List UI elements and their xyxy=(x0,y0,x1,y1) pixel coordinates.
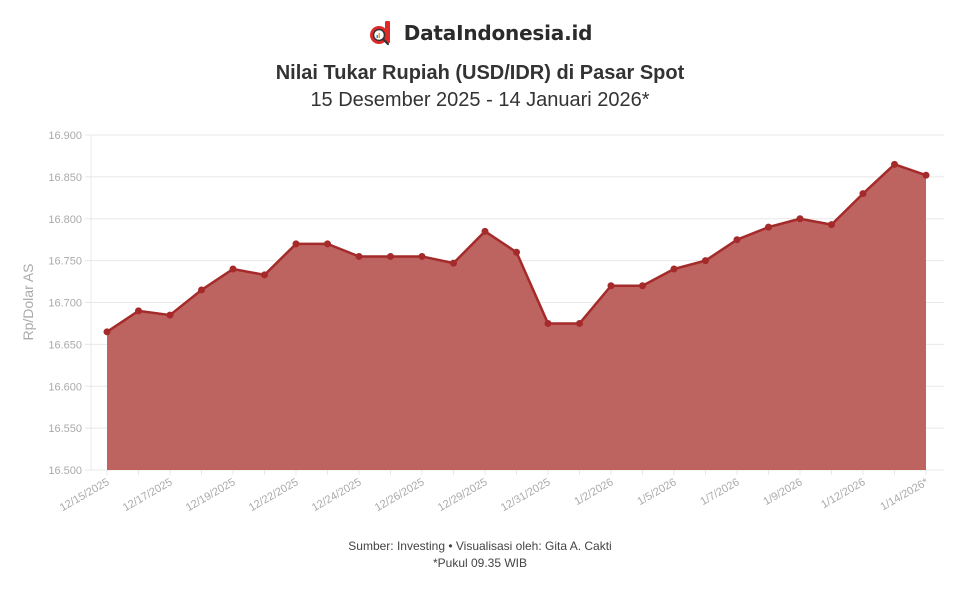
y-tick-label: 16.750 xyxy=(48,256,82,268)
brand-header: DataIndonesia.id xyxy=(0,20,960,46)
x-tick-label: 12/15/2025 xyxy=(58,476,112,514)
chart-title: Nilai Tukar Rupiah (USD/IDR) di Pasar Sp… xyxy=(275,62,685,84)
y-tick-label: 16.500 xyxy=(48,465,82,477)
data-point[interactable] xyxy=(103,328,111,336)
x-axis-ticks: 12/15/2025 12/17/2025 12/19/2025 12/22/2025… xyxy=(58,470,931,514)
y-tick-label: 16.650 xyxy=(48,339,82,351)
time-note: *Pukul 09.35 WIB xyxy=(432,556,528,570)
data-point[interactable] xyxy=(324,240,331,248)
x-tick-label: 12/29/2025 xyxy=(436,476,490,514)
x-tick-label: 12/22/2025 xyxy=(247,476,301,514)
data-point[interactable] xyxy=(702,257,709,265)
data-point[interactable] xyxy=(891,160,898,168)
data-point[interactable] xyxy=(481,227,489,235)
data-point[interactable] xyxy=(229,265,237,273)
y-tick-label: 16.850 xyxy=(48,172,82,184)
area-fill xyxy=(107,164,926,470)
data-point[interactable] xyxy=(166,311,174,319)
data-point[interactable] xyxy=(292,240,300,248)
y-axis-ticks: 16.500 16.550 16.600 16.650 16.700 16.750 16.8… xyxy=(48,130,82,477)
x-tick-label: 1/12/2026 xyxy=(819,476,867,511)
data-point[interactable] xyxy=(198,286,205,294)
y-axis-label: Rp/Dolar AS xyxy=(20,263,36,340)
y-tick-label: 16.550 xyxy=(48,423,82,435)
data-point[interactable] xyxy=(922,171,930,179)
data-point[interactable] xyxy=(576,319,583,327)
source-credit: Sumber: Investing • Visualisasi oleh: Gi… xyxy=(348,539,612,553)
y-tick-label: 16.600 xyxy=(48,381,82,393)
data-point[interactable] xyxy=(733,236,741,244)
data-point[interactable] xyxy=(607,282,615,290)
x-tick-label: 12/24/2025 xyxy=(310,476,364,514)
x-tick-label: 12/31/2025 xyxy=(499,476,553,514)
data-point[interactable] xyxy=(261,271,268,279)
x-tick-label: 1/14/2026* xyxy=(878,476,931,513)
brand-name: DataIndonesia.id xyxy=(403,21,593,45)
x-tick-label: 12/26/2025 xyxy=(373,476,427,514)
data-point[interactable] xyxy=(544,319,552,327)
data-point[interactable] xyxy=(355,252,363,260)
data-point[interactable] xyxy=(670,265,678,273)
data-point[interactable] xyxy=(828,221,835,229)
x-tick-label: 12/17/2025 xyxy=(121,476,175,514)
series-usd-idr xyxy=(103,160,930,470)
y-tick-label: 16.700 xyxy=(48,298,82,310)
x-tick-label: 12/19/2025 xyxy=(184,476,238,514)
data-point[interactable] xyxy=(450,259,457,267)
data-point[interactable] xyxy=(418,252,426,260)
data-point[interactable] xyxy=(387,252,394,260)
data-point[interactable] xyxy=(135,307,142,315)
x-tick-label: 1/9/2026 xyxy=(761,476,804,508)
data-point[interactable] xyxy=(765,223,772,231)
data-point[interactable] xyxy=(513,248,520,256)
y-tick-label: 16.800 xyxy=(48,214,82,226)
x-tick-label: 1/5/2026 xyxy=(635,476,678,508)
chart-footer: Sumber: Investing • Visualisasi oleh: Gi… xyxy=(0,538,960,572)
x-tick-label: 1/2/2026 xyxy=(572,476,615,508)
data-point[interactable] xyxy=(859,190,867,198)
chart-subtitle: 15 Desember 2025 - 14 Januari 2026* xyxy=(310,89,650,111)
y-tick-label: 16.900 xyxy=(48,130,82,142)
data-point[interactable] xyxy=(796,215,804,223)
x-tick-label: 1/7/2026 xyxy=(698,476,741,508)
data-point[interactable] xyxy=(639,282,646,290)
dataindonesia-logo-icon xyxy=(369,21,390,46)
